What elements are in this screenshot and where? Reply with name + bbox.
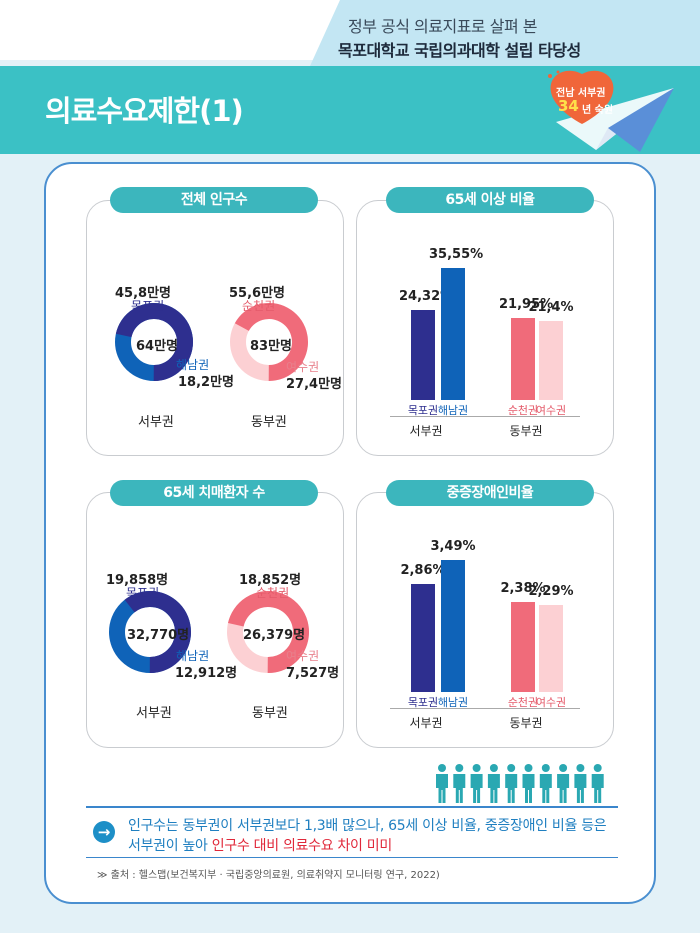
header-subtitle: 정부 공식 의료지표로 살펴 본 xyxy=(348,17,537,36)
elderly-card-title: 65세 이상 비율 xyxy=(386,187,594,213)
population-east-region: 동부권 xyxy=(251,415,287,430)
person-icon xyxy=(539,764,552,803)
disability-bar xyxy=(511,601,535,692)
paper-plane-icon xyxy=(548,70,674,152)
person-icon xyxy=(505,764,518,803)
badge: 전남 서부권 34 년 숙원 xyxy=(536,70,676,160)
population-card-title: 전체 인구수 xyxy=(110,187,318,213)
disability-value-label: 3,49% xyxy=(430,539,476,554)
population-west-b-value: 18,2만명 xyxy=(178,375,234,390)
dementia-west-b-label: 해남권 xyxy=(176,649,210,663)
population-east-b-label: 여수권 xyxy=(286,360,320,374)
disability-bar xyxy=(411,583,435,692)
arrow-right-icon: → xyxy=(93,821,115,843)
summary-divider-bottom xyxy=(86,857,618,858)
dementia-west-a-value: 19,858명 xyxy=(106,573,169,588)
dementia-west-a-label: 목포권 xyxy=(126,586,160,600)
dementia-east-a-label: 순천권 xyxy=(256,586,290,600)
dementia-west-donut xyxy=(108,591,191,673)
elderly-category-label: 해남권 xyxy=(437,404,469,417)
population-west-total: 64만명 xyxy=(136,339,179,354)
disability-value-label: 2,38% xyxy=(500,580,546,596)
dementia-east-total: 26,379명 xyxy=(243,628,306,643)
disability-bar xyxy=(441,560,465,692)
elderly-bar xyxy=(539,320,563,400)
disability-category-label: 여수권 xyxy=(535,696,567,709)
person-icon xyxy=(591,764,604,803)
header-tab-shape xyxy=(310,0,700,66)
dementia-west-region: 서부권 xyxy=(136,706,172,721)
disability-category-label: 목포권 xyxy=(407,696,439,709)
elderly-value-label: 35,55% xyxy=(429,247,484,262)
summary-line1: 인구수는 동부권이 서부권보다 1,3배 많으나, 65세 이상 비율, 중증장… xyxy=(128,818,607,834)
population-east-total: 83만명 xyxy=(250,339,293,354)
population-west-segment-a xyxy=(115,303,193,381)
disability-bar xyxy=(539,605,563,692)
badge-line2: 년 숙원 xyxy=(582,105,614,116)
population-west-a-value: 45,8만명 xyxy=(115,286,171,301)
person-icon xyxy=(470,764,483,803)
disability-category-label: 순천권 xyxy=(507,696,539,709)
dementia-east-a-value: 18,852명 xyxy=(239,573,302,588)
person-icon xyxy=(436,764,448,803)
elderly-value-label: 21,95% xyxy=(499,297,554,313)
elderly-group-label: 동부권 xyxy=(509,424,543,438)
elderly-bar xyxy=(411,309,435,400)
elderly-card xyxy=(356,200,614,456)
dementia-east-b-label: 여수권 xyxy=(286,649,320,663)
disability-group-label: 동부권 xyxy=(509,716,543,730)
elderly-axis xyxy=(390,416,580,417)
elderly-value-label: 21,4% xyxy=(528,299,574,315)
population-east-a-value: 55,6만명 xyxy=(229,286,285,301)
disability-category-label: 해남권 xyxy=(437,696,469,709)
dementia-east-donut xyxy=(227,591,309,673)
disability-value-label: 2,86% xyxy=(400,562,446,578)
population-west-region: 서부권 xyxy=(138,415,174,430)
elderly-value-label: 24,32% xyxy=(399,288,454,304)
population-west-b-label: 해남권 xyxy=(176,358,210,372)
people-icon xyxy=(436,764,604,803)
person-icon xyxy=(557,764,570,803)
elderly-bar xyxy=(511,318,535,400)
source-note: ≫ 출처 : 헬스맵(보건복지부 · 국립중앙의료원, 의료취약지 모니터링 연… xyxy=(97,870,440,881)
person-icon xyxy=(453,764,466,803)
disability-card-title: 중증장애인비율 xyxy=(386,480,594,506)
dementia-east-b-value: 7,527명 xyxy=(286,666,340,681)
population-west-a-label: 목포권 xyxy=(131,299,165,313)
dementia-east-segment-a xyxy=(227,591,309,673)
person-icon xyxy=(574,764,587,803)
disability-value-label: 2,29% xyxy=(528,584,574,600)
badge-number: 34 xyxy=(558,97,579,115)
dementia-west-b-value: 12,912명 xyxy=(175,666,238,681)
population-east-b-value: 27,4만명 xyxy=(286,377,342,392)
header-title: 목포대학교 국립의과대학 설립 타당성 xyxy=(338,41,581,60)
disability-card xyxy=(356,492,614,748)
dementia-card-title: 65세 치매환자 수 xyxy=(110,480,318,506)
summary-line2-start: 서부권이 높아 xyxy=(128,838,212,854)
page-title: 의료수요제한(1) xyxy=(45,94,244,128)
population-west-donut xyxy=(115,303,193,381)
dementia-west-total: 32,770명 xyxy=(127,628,190,643)
dementia-east-region: 동부권 xyxy=(252,706,288,721)
population-east-donut xyxy=(230,303,308,381)
elderly-category-label: 여수권 xyxy=(535,404,567,417)
person-icon xyxy=(522,764,535,803)
disability-group-label: 서부권 xyxy=(409,716,443,730)
disability-axis xyxy=(390,708,580,709)
elderly-group-label: 서부권 xyxy=(409,424,443,438)
summary-line2: 서부권이 높아 인구수 대비 의료수요 차이 미미 xyxy=(128,835,392,855)
person-icon xyxy=(487,764,500,803)
elderly-bar xyxy=(441,268,465,400)
population-east-a-label: 순천권 xyxy=(242,299,276,313)
summary-divider-top xyxy=(86,806,618,808)
badge-line1: 전남 서부권 xyxy=(556,88,606,99)
summary-highlight: 인구수 대비 의료수요 차이 미미 xyxy=(211,838,392,854)
elderly-category-label: 순천권 xyxy=(507,404,539,417)
elderly-category-label: 목포권 xyxy=(407,404,439,417)
